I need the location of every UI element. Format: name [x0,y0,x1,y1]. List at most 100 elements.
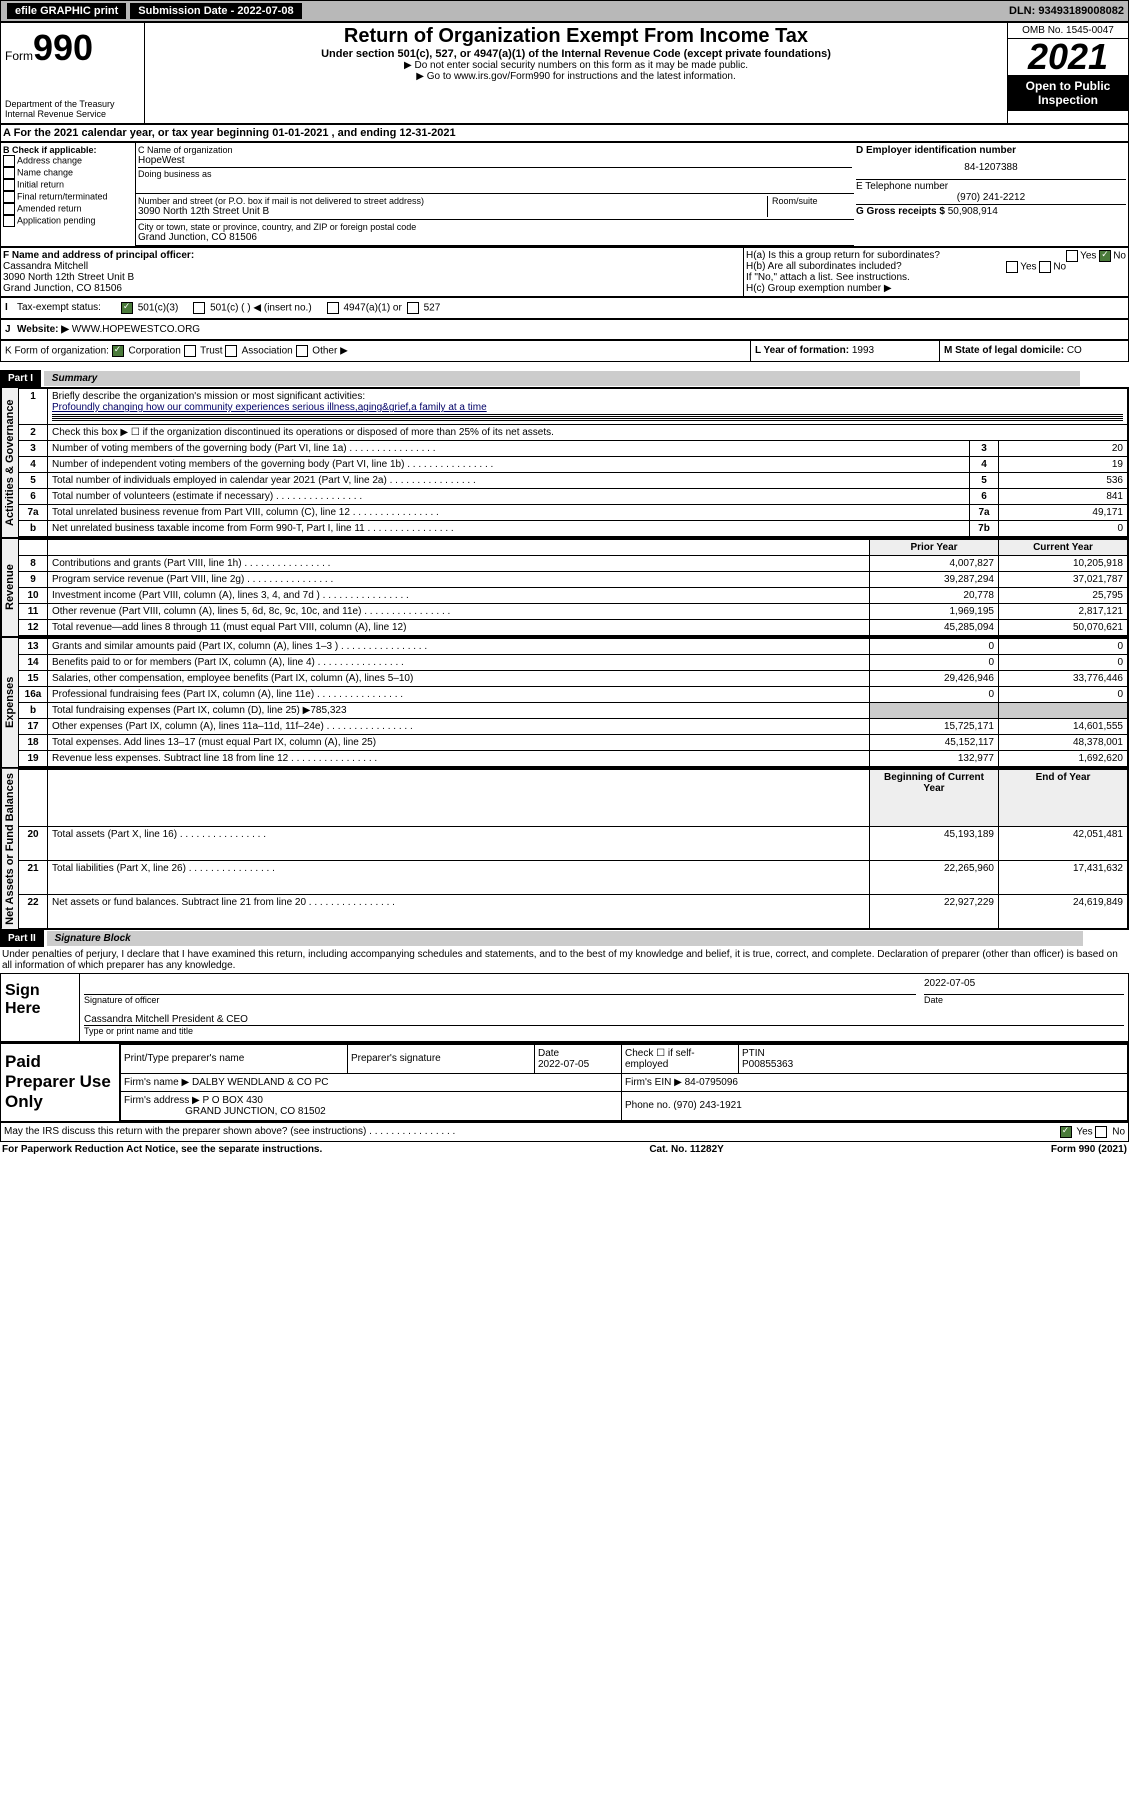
dba-label: Doing business as [138,169,852,179]
section-b-through-g: B Check if applicable: Address change Na… [0,142,1129,247]
telephone: (970) 241-2212 [856,192,1126,203]
ssn-warning: ▶ Do not enter social security numbers o… [147,60,1005,71]
page-footer: For Paperwork Reduction Act Notice, see … [0,1142,1129,1157]
hb: H(b) Are all subordinates included? Yes … [746,261,1126,272]
d-label: D Employer identification number [856,145,1126,156]
row-13: 13Grants and similar amounts paid (Part … [19,639,1128,655]
chk-yes[interactable] [1060,1126,1072,1138]
vert-net-assets: Net Assets or Fund Balances [1,769,18,929]
may-irs-discuss: May the IRS discuss this return with the… [0,1122,1129,1142]
street-address: 3090 North 12th Street Unit B [138,206,767,217]
row-7a: 7aTotal unrelated business revenue from … [19,505,1128,521]
hc: H(c) Group exemption number ▶ [746,283,1126,294]
ptin: P00855363 [742,1059,793,1070]
activities-governance: Activities & Governance 1 Briefly descri… [0,387,1129,538]
city-state-zip: Grand Junction, CO 81506 [138,232,852,243]
dept-treasury: Department of the TreasuryInternal Reven… [5,99,140,119]
chk-final-return[interactable]: Final return/terminated [3,191,133,203]
gross-receipts: G Gross receipts $ 50,908,914 [856,206,1126,217]
q2: Check this box ▶ ☐ if the organization d… [48,425,1128,441]
firm-phone: (970) 243-1921 [673,1100,741,1111]
b-label: B Check if applicable: [3,145,133,155]
paid-preparer-block: Paid Preparer Use Only Print/Type prepar… [0,1043,1129,1122]
city-label: City or town, state or province, country… [138,222,852,232]
row-12: 12Total revenue—add lines 8 through 11 (… [19,620,1128,636]
org-name: HopeWest [138,155,852,166]
form-title: Return of Organization Exempt From Incom… [147,25,1005,48]
row-18: 18Total expenses. Add lines 13–17 (must … [19,735,1128,751]
row-22: 22Net assets or fund balances. Subtract … [19,894,1128,928]
tax-year: 2021 [1008,39,1128,75]
dba-value [138,179,852,191]
chk-no[interactable] [1095,1126,1107,1138]
section-f-h: F Name and address of principal officer:… [0,247,1129,297]
ein: 84-1207388 [856,162,1126,173]
line-a: A For the 2021 calendar year, or tax yea… [0,124,1129,142]
chk-name-change[interactable]: Name change [3,167,133,179]
officer-addr2: Grand Junction, CO 81506 [3,283,741,294]
row-15: 15Salaries, other compensation, employee… [19,671,1128,687]
line-klm: K Form of organization: Corporation Trus… [0,340,1129,362]
firm-addr2: GRAND JUNCTION, CO 81502 [185,1106,326,1117]
revenue-section: Revenue Prior YearCurrent Year 8Contribu… [0,538,1129,637]
chk-amended[interactable]: Amended return [3,203,133,215]
chk-trust[interactable] [184,345,196,357]
chk-pending[interactable]: Application pending [3,215,133,227]
self-employed-check[interactable]: Check ☐ if self-employed [622,1044,739,1073]
efile-btn[interactable]: efile GRAPHIC print [7,3,126,19]
row-11: 11Other revenue (Part VIII, column (A), … [19,604,1128,620]
row-9: 9Program service revenue (Part VIII, lin… [19,572,1128,588]
chk-address-change[interactable]: Address change [3,155,133,167]
officer-addr1: 3090 North 12th Street Unit B [3,272,741,283]
row-10: 10Investment income (Part VIII, column (… [19,588,1128,604]
firm-name: DALBY WENDLAND & CO PC [192,1077,329,1088]
submission-date-btn[interactable]: Submission Date - 2022-07-08 [130,3,301,19]
sign-here-label: Sign Here [1,974,80,1041]
top-bar: efile GRAPHIC print Submission Date - 20… [0,0,1129,22]
hb-note: If "No," attach a list. See instructions… [746,272,1126,283]
row-7b: bNet unrelated business taxable income f… [19,521,1128,537]
officer-name: Cassandra Mitchell [3,261,741,272]
part1-header: Part I Summary [0,370,1129,387]
row-3: 3Number of voting members of the governi… [19,441,1128,457]
e-label: E Telephone number [856,181,1126,192]
chk-corporation[interactable] [112,345,124,357]
form-subtitle: Under section 501(c), 527, or 4947(a)(1)… [147,48,1005,60]
row-6: 6Total number of volunteers (estimate if… [19,489,1128,505]
officer-name-title: Cassandra Mitchell President & CEO [84,1014,1124,1026]
firm-ein: 84-0795096 [685,1077,738,1088]
website-url[interactable]: WWW.HOPEWESTCO.ORG [72,324,200,335]
paid-preparer-label: Paid Preparer Use Only [1,1044,120,1121]
row-20: 20Total assets (Part X, line 16)45,193,1… [19,827,1128,861]
line-j: J Website: ▶ WWW.HOPEWESTCO.ORG [0,319,1129,340]
c-name-label: C Name of organization [138,145,852,155]
row-16a: 16aProfessional fundraising fees (Part I… [19,687,1128,703]
vert-expenses: Expenses [1,638,18,767]
vert-activities: Activities & Governance [1,388,18,537]
goto-link[interactable]: ▶ Go to www.irs.gov/Form990 for instruct… [147,71,1005,82]
chk-other[interactable] [296,345,308,357]
dln: DLN: 93493189008082 [1009,5,1124,17]
chk-association[interactable] [225,345,237,357]
ha: H(a) Is this a group return for subordin… [746,250,1126,261]
row-16b: bTotal fundraising expenses (Part IX, co… [19,703,1128,719]
row-5: 5Total number of individuals employed in… [19,473,1128,489]
row-8: 8Contributions and grants (Part VIII, li… [19,556,1128,572]
f-label: F Name and address of principal officer: [3,250,741,261]
sig-officer-label: Signature of officer [84,995,159,1005]
addr-label: Number and street (or P.O. box if mail i… [138,196,767,206]
state-domicile: M State of legal domicile: CO [940,341,1128,361]
row-4: 4Number of independent voting members of… [19,457,1128,473]
form-header: Form990 Department of the TreasuryIntern… [0,22,1129,124]
vert-revenue: Revenue [1,539,18,636]
declaration: Under penalties of perjury, I declare th… [0,947,1129,973]
q1: Briefly describe the organization's miss… [52,391,365,402]
row-19: 19Revenue less expenses. Subtract line 1… [19,751,1128,767]
part2-header: Part II Signature Block [0,930,1129,947]
prep-date: 2022-07-05 [538,1059,589,1070]
room-label: Room/suite [772,196,852,206]
chk-initial-return[interactable]: Initial return [3,179,133,191]
firm-addr1: P O BOX 430 [203,1095,263,1106]
net-assets-section: Net Assets or Fund Balances Beginning of… [0,768,1129,930]
sig-date: 2022-07-05 [924,978,1124,995]
